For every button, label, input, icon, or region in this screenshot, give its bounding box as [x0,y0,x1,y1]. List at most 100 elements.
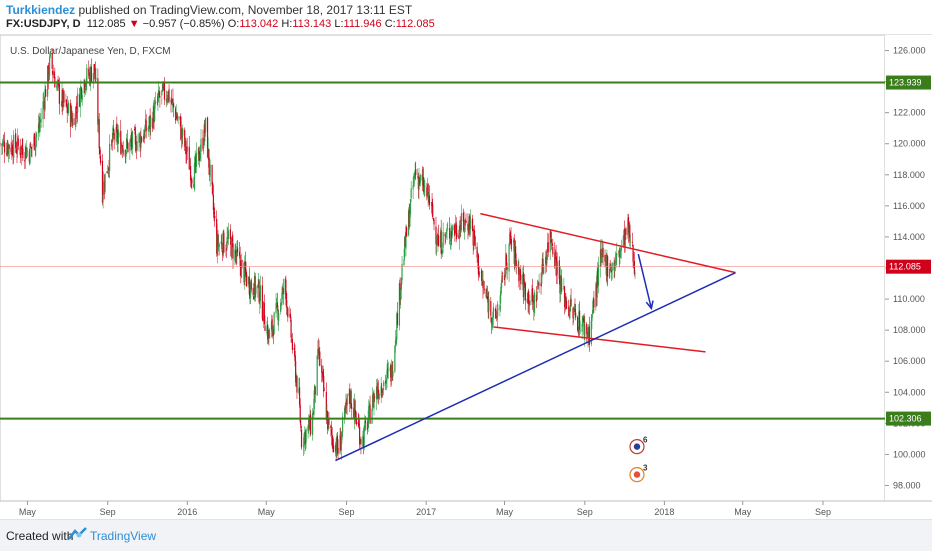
candle [592,300,594,318]
candle-body [95,77,97,80]
candle-body [214,215,216,219]
candle [561,278,563,293]
candle-body [221,249,224,256]
candle-body [67,102,70,114]
candle-body [632,244,634,262]
candle [181,127,183,148]
candle [483,281,485,294]
candle [482,270,484,299]
candle-body [327,418,329,428]
candle [161,89,163,105]
candle-body [1,143,3,146]
candle-body [45,89,47,97]
candle-body [296,375,298,393]
candle [597,256,600,294]
candle [175,104,177,119]
candle [496,316,498,322]
candle [331,427,333,449]
candle-body [314,386,316,395]
candle [285,275,287,299]
candle-body [267,329,269,341]
candle-body [154,104,156,121]
candle-body [257,284,259,289]
candle [476,242,478,263]
candle [117,129,119,153]
candle-body [473,230,476,239]
candle [106,171,108,174]
close-label: C: [384,18,396,30]
candle-body [163,83,165,87]
candle-body [328,418,330,425]
candle-body [459,224,461,231]
candle-body [428,193,430,200]
candle [314,386,316,403]
candle-body [204,118,207,132]
candle-body [440,229,442,254]
candle-body [330,425,332,429]
candle-body [556,261,558,275]
candle [16,142,18,164]
candle-body [610,270,613,272]
candle-body [449,239,451,242]
candle-body [414,170,416,176]
candle-body [523,283,525,296]
symbol-label[interactable]: FX:USDJPY, D [6,18,81,30]
candle [113,129,115,150]
candle-body [30,146,32,147]
candle [419,176,421,186]
price-chart[interactable]: 98.000100.000102.000104.000106.000108.00… [0,35,932,517]
author-link[interactable]: Turkkiendez [6,3,76,17]
candle [141,136,143,144]
candle-body [460,213,463,231]
candle-body [569,300,572,312]
candle [144,125,146,139]
candle-body [33,135,35,147]
candle-body [66,104,68,113]
candle-body [394,340,397,347]
high-label: H: [281,18,293,30]
candle-body [5,152,8,155]
candle [332,435,334,453]
candle-body [481,269,483,281]
y-tick-label: 104.000 [893,387,926,397]
candle [378,392,380,400]
candle-body [427,184,429,199]
candle [486,285,489,303]
candle-body [336,436,338,456]
candle-body [460,229,462,232]
candle [167,90,169,104]
candle-body [408,210,410,228]
candle [602,242,604,266]
candle-body [520,274,522,285]
candle-body [349,393,351,404]
candle [407,207,410,237]
candle-body [90,66,92,83]
candle [317,340,319,360]
candle [214,207,216,227]
candle [35,131,37,156]
candle [518,260,520,288]
candle-body [500,282,502,294]
candle [213,202,215,222]
earnings-event-dot [633,471,641,478]
candle-body [378,394,380,400]
candle [58,77,60,115]
candle-body [592,298,594,312]
candle-body [218,244,220,247]
candle [180,116,183,150]
candle-body [103,182,106,190]
candle [71,105,73,123]
candle [180,113,182,141]
candle [185,137,187,164]
candle-body [48,74,50,80]
candle [560,266,562,302]
tradingview-brand[interactable]: TradingView [90,529,157,543]
candle [400,277,402,300]
candle-body [19,146,21,156]
candle-body [299,404,301,423]
candle-body [124,150,126,157]
candle [591,313,593,330]
candle-body [454,223,457,231]
candle [293,342,295,357]
candle [495,304,497,319]
